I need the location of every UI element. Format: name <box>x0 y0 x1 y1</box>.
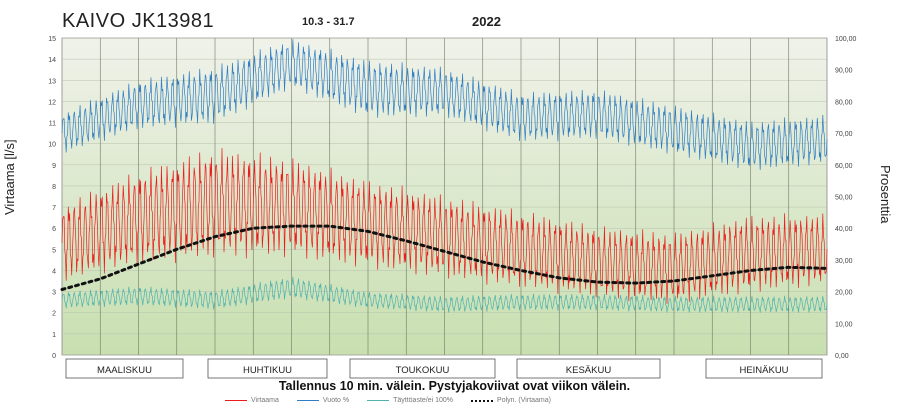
y-tick-left: 14 <box>48 57 56 64</box>
y-tick-right: 20,00 <box>835 290 853 297</box>
y-tick-right: 0,00 <box>835 353 849 360</box>
y-tick-right: 80,00 <box>835 99 853 106</box>
y-tick-left: 3 <box>52 290 56 297</box>
month-label: MAALISKUU <box>97 365 152 376</box>
y-tick-left: 4 <box>52 268 56 275</box>
month-label: KESÄKUU <box>566 365 612 376</box>
y-tick-right: 90,00 <box>835 68 853 75</box>
month-label: HEINÄKUU <box>739 365 788 376</box>
y-tick-left: 7 <box>52 205 56 212</box>
y-tick-right: 40,00 <box>835 226 853 233</box>
y-tick-left: 12 <box>48 99 56 106</box>
legend-virtaama: Virtaama <box>225 397 279 404</box>
y-tick-left: 9 <box>52 163 56 170</box>
y-tick-right: 70,00 <box>835 131 853 138</box>
y-axis-right: 0,00 10,00 20,00 30,00 40,00 50,00 60,00 70,00 8… <box>835 36 857 360</box>
y-tick-left: 1 <box>52 332 56 339</box>
month-label: TOUKOKUU <box>396 365 450 376</box>
y-tick-left: 15 <box>48 36 56 43</box>
y-tick-right: 30,00 <box>835 258 853 265</box>
series-trend <box>60 224 829 291</box>
legend-vuoto: Vuoto % <box>296 397 349 404</box>
series-virtaama <box>61 148 828 304</box>
series-tayttoaste <box>61 276 828 313</box>
y-tick-right: 10,00 <box>835 321 853 328</box>
chart-year: 2022 <box>472 14 501 29</box>
y-tick-right: 60,00 <box>835 163 853 170</box>
y-tick-left: 5 <box>52 247 56 254</box>
month-box <box>516 358 661 379</box>
month-box <box>65 358 184 379</box>
series-vuoto <box>61 39 828 171</box>
y-tick-left: 6 <box>52 226 56 233</box>
legend-tayttoaste: Täyttöaste/ei 100% <box>367 397 453 404</box>
series-layer <box>60 39 829 313</box>
y-tick-left: 13 <box>48 78 56 85</box>
month-label: HUHTIKUU <box>243 365 292 376</box>
legend: Virtaama Vuoto % Täyttöaste/ei 100% Poly… <box>225 397 551 404</box>
y-tick-left: 10 <box>48 142 56 149</box>
month-box <box>705 358 823 379</box>
y-tick-right: 50,00 <box>835 195 853 202</box>
y-tick-left: 0 <box>52 353 56 360</box>
month-labels: MAALISKUU HUHTIKUU TOUKOKUU KESÄKUU HEINÄKUU <box>65 358 823 379</box>
y-tick-left: 2 <box>52 311 56 318</box>
chart-title: KAIVO JK13981 <box>62 10 215 32</box>
footnote: Tallennus 10 min. välein. Pystyjakoviiva… <box>278 379 631 393</box>
legend-trend: Polyn. (Virtaama) <box>471 397 551 404</box>
y-tick-left: 8 <box>52 184 56 191</box>
date-range: 10.3 - 31.7 <box>302 16 355 28</box>
month-box <box>207 358 328 379</box>
y-tick-left: 11 <box>49 121 56 128</box>
y-tick-right: 100,00 <box>835 36 857 43</box>
month-box <box>349 358 496 379</box>
